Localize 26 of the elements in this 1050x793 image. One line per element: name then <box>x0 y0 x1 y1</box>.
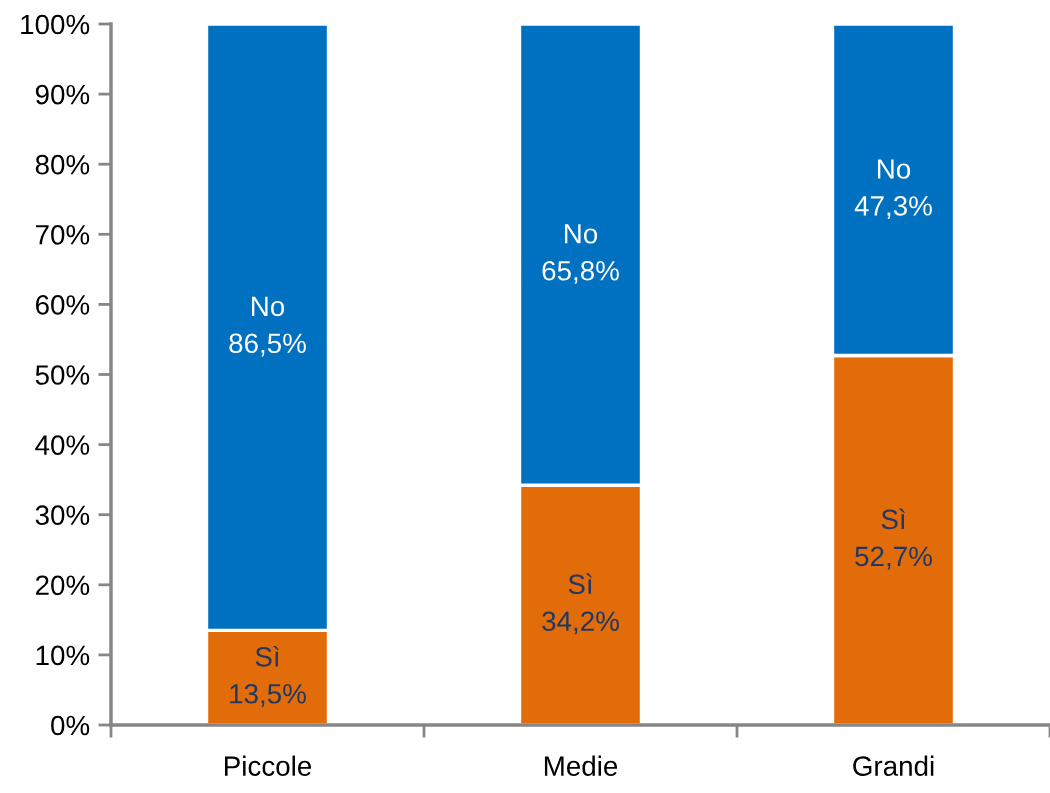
series-label: Sì <box>255 645 279 667</box>
series-label: No <box>565 224 598 244</box>
y-tick-label: 80% <box>35 154 90 175</box>
y-tick-label: 70% <box>36 224 90 245</box>
data-label: 34,2% <box>542 611 619 635</box>
y-tick-label: 50% <box>35 365 90 385</box>
text: Sì <box>568 573 592 595</box>
x-tick-label: Piccole <box>225 755 312 776</box>
text: No <box>878 159 911 179</box>
x-tick-label: Grandi <box>853 755 934 776</box>
y-tick-label: 0% <box>51 715 90 736</box>
data-label: 86,5% <box>229 333 306 357</box>
data-label: 47,3% <box>854 196 932 220</box>
y-tick-label: 30% <box>35 505 90 526</box>
y-tick-label: 10% <box>36 645 90 666</box>
data-label: 65,8% <box>542 260 619 284</box>
text: Sì <box>881 508 905 530</box>
y-tick-label: 90% <box>35 84 90 105</box>
y-tick-label: 40% <box>35 435 90 455</box>
y-tick-label: 20% <box>35 575 90 596</box>
x-tick-label: Medie <box>544 755 618 776</box>
y-tick-label: 100% <box>21 14 90 35</box>
y-tick-label: 60% <box>35 295 90 315</box>
text: No <box>252 296 285 317</box>
data-label: 52,7% <box>855 546 932 570</box>
data-label: 13,5% <box>230 683 306 707</box>
